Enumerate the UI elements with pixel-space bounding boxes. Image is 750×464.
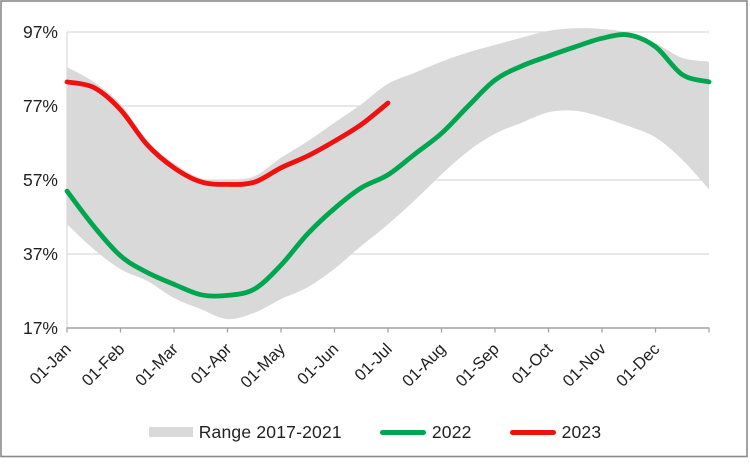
- legend-label-2023: 2023: [561, 421, 602, 442]
- x-tick-label-01-Apr: 01-Apr: [188, 340, 236, 388]
- y-tick-label-17%: 17%: [23, 318, 58, 338]
- x-tick-label-01-Feb: 01-Feb: [79, 340, 129, 390]
- chart-legend: Range 2017-2021 2022 2023: [0, 419, 750, 445]
- legend-item-2023: 2023: [509, 421, 602, 443]
- x-tick-label-01-Jan: 01-Jan: [26, 340, 74, 388]
- x-tick-label-01-Dec: 01-Dec: [613, 340, 663, 390]
- range-band-swatch: [148, 427, 193, 437]
- legend-item-range: Range 2017-2021: [148, 421, 342, 443]
- x-tick-label-01-Jun: 01-Jun: [294, 340, 342, 388]
- x-tick-label-01-Mar: 01-Mar: [132, 340, 182, 390]
- y-tick-label-57%: 57%: [23, 170, 58, 190]
- x-tick-label-01-Jul: 01-Jul: [351, 340, 396, 385]
- line-2022: [64, 32, 712, 299]
- legend-label-2022: 2022: [431, 421, 472, 442]
- x-tick-label-01-Sep: 01-Sep: [452, 340, 502, 390]
- line-2023: [64, 79, 391, 187]
- x-tick-label-01-Aug: 01-Aug: [399, 340, 449, 390]
- y-tick-label-77%: 77%: [23, 96, 58, 116]
- x-tick-label-01-Nov: 01-Nov: [559, 340, 610, 391]
- x-tick-label-01-Oct: 01-Oct: [509, 340, 557, 388]
- legend-item-2022: 2022: [379, 421, 472, 443]
- x-tick-label-01-May: 01-May: [237, 340, 289, 392]
- legend-label-range: Range 2017-2021: [198, 421, 342, 442]
- y-tick-label-97%: 97%: [23, 22, 58, 42]
- red-line-swatch: [509, 429, 556, 435]
- green-line-swatch: [379, 429, 426, 435]
- y-tick-label-37%: 37%: [23, 244, 58, 264]
